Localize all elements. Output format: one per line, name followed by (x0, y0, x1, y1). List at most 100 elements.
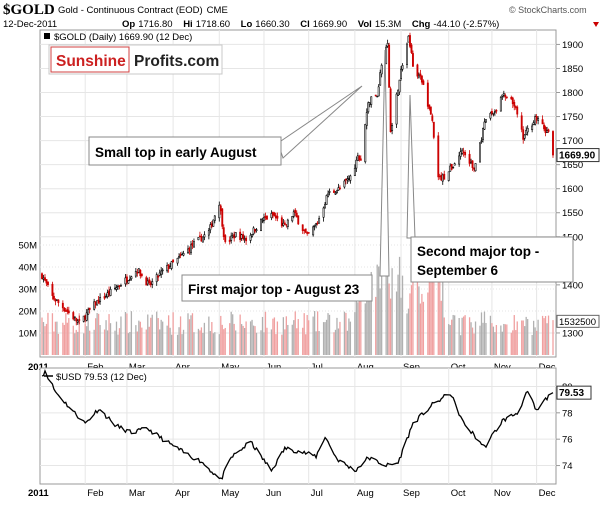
candle-body (441, 174, 444, 182)
candle-body (502, 93, 505, 96)
candle-body (337, 187, 340, 191)
volume-bar (306, 314, 308, 355)
volume-bar (339, 321, 341, 355)
volume-bar (115, 321, 118, 355)
candle-body (355, 159, 358, 169)
volume-bar (66, 322, 68, 355)
candle-body (212, 219, 215, 227)
candle-body (304, 228, 307, 233)
volume-bar (157, 318, 159, 355)
volume-bar (273, 317, 276, 355)
volume-bar (57, 333, 60, 355)
candle-body (85, 312, 88, 321)
candle-body (255, 229, 258, 231)
candle-body (161, 269, 164, 272)
volume-bar (500, 325, 502, 355)
candle-body (148, 279, 151, 284)
candle-body (420, 75, 423, 83)
volume-bar (473, 333, 475, 355)
candle-body (391, 125, 394, 132)
volume-bar (315, 331, 317, 355)
volume-bar (150, 317, 152, 355)
candle-body (514, 106, 517, 108)
volume-bar (96, 312, 98, 355)
usd-x-axis: 2011 Feb Mar Apr May Jun Jul Aug Sep Oct Nov Dec (28, 488, 556, 499)
candle-body (45, 279, 48, 284)
candle-body (419, 73, 422, 77)
volume-bar (287, 324, 289, 355)
candle-body (380, 64, 383, 75)
candle-body (470, 162, 473, 164)
x-tick-label: Nov (494, 488, 511, 499)
candle-body (377, 86, 380, 97)
volume-bar (491, 323, 493, 355)
x-tick-label: Jun (266, 488, 281, 499)
volume-bar (324, 322, 326, 355)
usd-grid (40, 368, 556, 484)
candle-body (124, 277, 127, 285)
volume-bar (388, 283, 390, 355)
volume-bar (419, 303, 422, 355)
annotation-second-major-top: Second major top - September 6 (406, 94, 574, 283)
volume-bar (534, 327, 536, 355)
candle-body (172, 259, 175, 263)
candle-body (47, 281, 49, 286)
candle-body (145, 277, 148, 286)
volume-bar (106, 330, 109, 355)
volume-bar (138, 320, 140, 355)
x-tick-label: Jul (311, 488, 323, 499)
x-tick-label: Mar (129, 488, 145, 499)
candle-body (489, 112, 492, 119)
candle-body (84, 315, 87, 320)
candle-body (397, 89, 400, 96)
volume-bar (41, 317, 43, 355)
volume-bar (357, 302, 359, 355)
candle-body (82, 315, 85, 322)
candle-body (210, 223, 213, 227)
volume-bar (212, 333, 214, 355)
price-tick-label: 1900 (562, 40, 583, 51)
volume-bar (169, 327, 171, 355)
volume-bar (343, 311, 346, 355)
candle-body (389, 88, 392, 133)
candle-body (93, 301, 96, 310)
candle-body (181, 253, 183, 256)
volume-bar (108, 314, 110, 355)
candle-body (416, 64, 419, 77)
usd-line-series (41, 369, 554, 480)
candle-body (108, 290, 110, 295)
candle-body (453, 163, 456, 166)
volume-bar (325, 319, 328, 355)
candle-body (365, 112, 368, 126)
volume-bar (354, 312, 356, 355)
annotation-small-top: Small top in early August (88, 85, 363, 166)
change-down-icon (593, 22, 599, 27)
candle-body (99, 297, 102, 302)
volume-bar (510, 332, 512, 355)
candle-body (461, 149, 464, 154)
candle-body (283, 222, 286, 225)
candle-body (88, 307, 91, 310)
volume-bar (439, 275, 441, 355)
candle-body (344, 179, 347, 181)
volume-bar (333, 332, 335, 355)
candle-body (432, 121, 435, 138)
candle-body (117, 285, 119, 288)
candle-body (176, 257, 179, 264)
candle-body (55, 299, 58, 301)
volume-bar (293, 320, 295, 355)
candle-body (422, 80, 425, 85)
volume-bar (428, 275, 430, 355)
candle-body (449, 165, 452, 172)
volume-bar (130, 311, 133, 355)
usd-tick-label: 78 (562, 408, 573, 419)
volume-bar (56, 321, 58, 355)
candle-body (303, 229, 306, 231)
price-tick-label: 1300 (562, 328, 583, 339)
volume-bar (252, 325, 255, 355)
callout-fill (90, 138, 280, 164)
candle-body (251, 234, 254, 237)
volume-bar (87, 313, 89, 355)
volume-bar (364, 303, 366, 355)
volume-bar (410, 285, 413, 355)
